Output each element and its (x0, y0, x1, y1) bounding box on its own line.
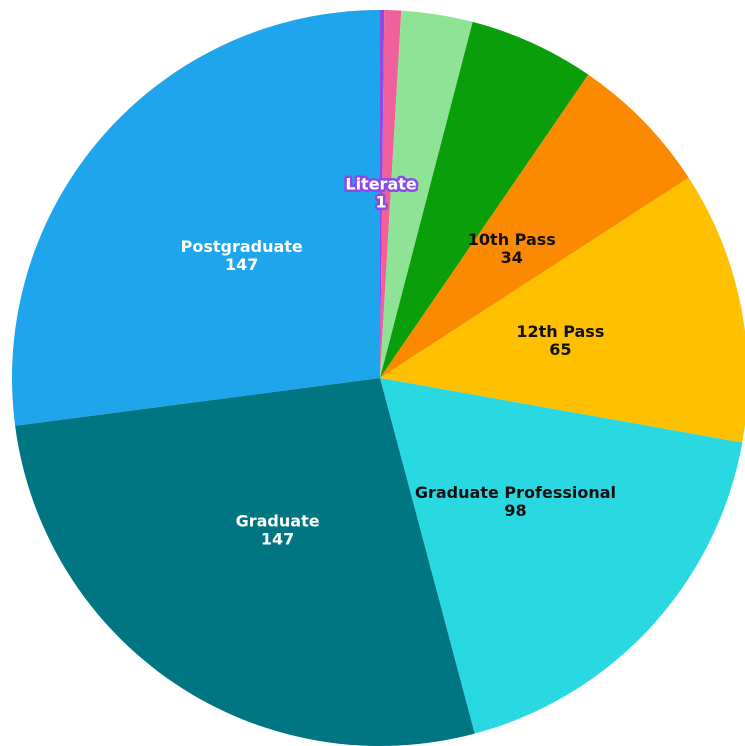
slice-label: Literate (345, 175, 417, 194)
slice-label: 10th Pass (468, 230, 556, 249)
pie-slice (380, 10, 385, 378)
slice-value: 34 (501, 248, 523, 267)
slice-label: Postgraduate (181, 237, 303, 256)
pie-slice (11, 10, 380, 426)
slice-value: 147 (261, 529, 294, 548)
slice-value: 65 (549, 340, 571, 359)
slice-value: 98 (504, 501, 526, 520)
slice-label: 12th Pass (516, 322, 604, 341)
slice-label: Graduate Professional (415, 483, 616, 502)
slice-value: 147 (225, 255, 258, 274)
pie-slice (380, 21, 589, 379)
pie-slice (380, 378, 743, 734)
slice-label: Graduate (236, 511, 320, 530)
pie-slice (380, 10, 473, 378)
pie-slice (380, 10, 402, 379)
pie-slice (15, 378, 475, 746)
slice-value: 1 (375, 193, 386, 212)
pie-slice (380, 177, 745, 443)
pie-slice (380, 74, 689, 378)
